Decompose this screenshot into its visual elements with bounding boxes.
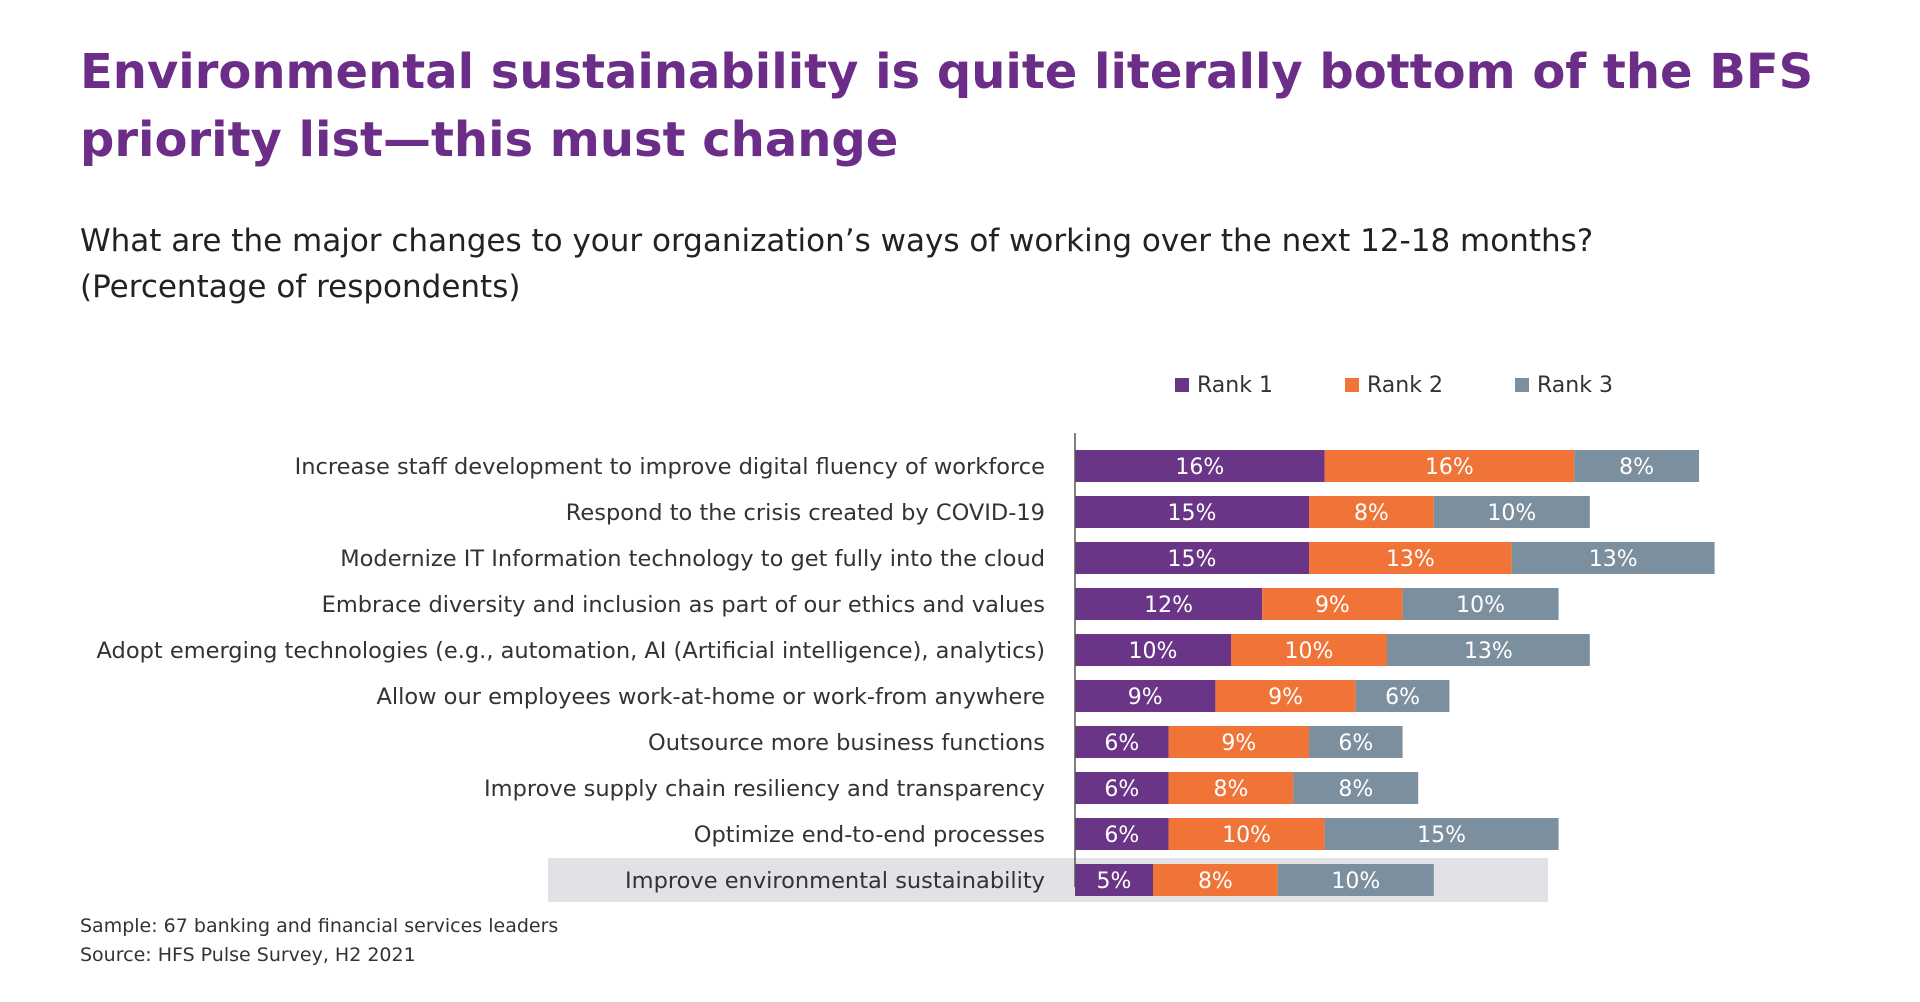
footnotes: Sample: 67 banking and financial service… [80, 912, 558, 970]
source-note: Source: HFS Pulse Survey, H2 2021 [80, 944, 416, 966]
legend-label-rank-2: Rank 2 [1367, 373, 1443, 398]
data-label: 8% [1354, 501, 1389, 526]
bar-segment-rank-3 [1402, 588, 1559, 620]
data-label: 6% [1104, 731, 1139, 756]
data-label: 8% [1338, 777, 1373, 802]
bar-segment-rank-2 [1168, 772, 1294, 804]
data-label: 12% [1144, 593, 1193, 618]
bar-segment-rank-1 [1075, 588, 1263, 620]
category-label: Improve supply chain resiliency and tran… [484, 776, 1045, 802]
legend-swatch-rank-3 [1515, 378, 1529, 392]
bar-segment-rank-3 [1309, 726, 1403, 758]
category-label: Optimize end-to-end processes [694, 822, 1045, 848]
legend-label-rank-3: Rank 3 [1537, 373, 1613, 398]
category-label: Allow our employees work-at-home or work… [376, 684, 1045, 710]
chart-legend: Rank 1 Rank 2 Rank 3 [1175, 373, 1613, 398]
category-label: Embrace diversity and inclusion as part … [322, 592, 1045, 618]
bar-segment-rank-1 [1075, 680, 1216, 712]
bar-segment-rank-2 [1153, 864, 1278, 896]
category-label: Increase staff development to improve di… [295, 454, 1045, 480]
data-label: 10% [1456, 593, 1505, 618]
unit-note: (Percentage of respondents) [80, 269, 521, 305]
bar-segment-rank-2 [1215, 680, 1356, 712]
bar-segment-rank-1 [1075, 818, 1169, 850]
bar-segment-rank-1 [1075, 772, 1169, 804]
data-label: 8% [1198, 869, 1233, 894]
data-label: 10% [1222, 823, 1271, 848]
bar-segment-rank-1 [1075, 864, 1153, 896]
data-label: 9% [1315, 593, 1350, 618]
bar-segment-rank-2 [1168, 726, 1309, 758]
category-label: Improve environmental sustainability [625, 868, 1045, 894]
category-label: Respond to the crisis created by COVID-1… [566, 500, 1045, 526]
data-label: 6% [1104, 823, 1139, 848]
data-label: 13% [1386, 547, 1435, 572]
data-label: 8% [1214, 777, 1249, 802]
bar-rows: 16% 16% 8% 15% 8% 10% 15% 13% 13% 12% 9% 10% 10% 10% 1… [1075, 450, 1715, 896]
bar-segment-rank-3 [1324, 818, 1559, 850]
category-label: Modernize IT Information technology to g… [340, 546, 1045, 572]
data-label: 6% [1338, 731, 1373, 756]
survey-question: What are the major changes to your organ… [80, 223, 1594, 259]
data-label: 5% [1097, 869, 1132, 894]
data-label: 15% [1417, 823, 1466, 848]
data-label: 13% [1464, 639, 1513, 664]
category-label: Outsource more business functions [648, 730, 1045, 756]
data-label: 6% [1385, 685, 1420, 710]
data-label: 10% [1487, 501, 1536, 526]
bar-segment-rank-2 [1309, 496, 1434, 528]
data-label: 8% [1619, 455, 1654, 480]
data-label: 9% [1128, 685, 1163, 710]
data-label: 10% [1285, 639, 1334, 664]
data-label: 15% [1168, 501, 1217, 526]
bar-segment-rank-3 [1277, 864, 1434, 896]
category-label: Adopt emerging technologies (e.g., autom… [97, 638, 1045, 664]
bar-segment-rank-1 [1075, 496, 1309, 528]
page-title: Environmental sustainability is quite li… [80, 44, 1814, 168]
bar-segment-rank-3 [1433, 496, 1590, 528]
bar-segment-rank-3 [1293, 772, 1419, 804]
bar-segment-rank-2 [1262, 588, 1403, 620]
bar-segment-rank-2 [1168, 818, 1325, 850]
data-label: 9% [1221, 731, 1256, 756]
data-label: 15% [1168, 547, 1217, 572]
legend-swatch-rank-2 [1345, 378, 1359, 392]
legend-swatch-rank-1 [1175, 378, 1189, 392]
category-labels: Increase staff development to improve di… [97, 454, 1045, 894]
data-label: 6% [1104, 777, 1139, 802]
bar-segment-rank-1 [1075, 634, 1231, 666]
data-label: 16% [1175, 455, 1224, 480]
data-label: 16% [1425, 455, 1474, 480]
bar-segment-rank-1 [1075, 726, 1169, 758]
data-label: 13% [1589, 547, 1638, 572]
bar-segment-rank-2 [1324, 450, 1575, 482]
data-label: 10% [1129, 639, 1178, 664]
bar-segment-rank-2 [1309, 542, 1512, 574]
bar-segment-rank-3 [1355, 680, 1450, 712]
legend-label-rank-1: Rank 1 [1197, 373, 1273, 398]
bar-segment-rank-2 [1231, 634, 1387, 666]
sample-note: Sample: 67 banking and financial service… [80, 915, 559, 937]
bar-segment-rank-1 [1075, 542, 1309, 574]
bar-segment-rank-3 [1387, 634, 1590, 666]
data-label: 9% [1268, 685, 1303, 710]
chart-subtitle: What are the major changes to your organ… [80, 218, 1880, 310]
bar-segment-rank-1 [1075, 450, 1325, 482]
data-label: 10% [1331, 869, 1380, 894]
bar-segment-rank-3 [1574, 450, 1699, 482]
bar-segment-rank-3 [1511, 542, 1715, 574]
